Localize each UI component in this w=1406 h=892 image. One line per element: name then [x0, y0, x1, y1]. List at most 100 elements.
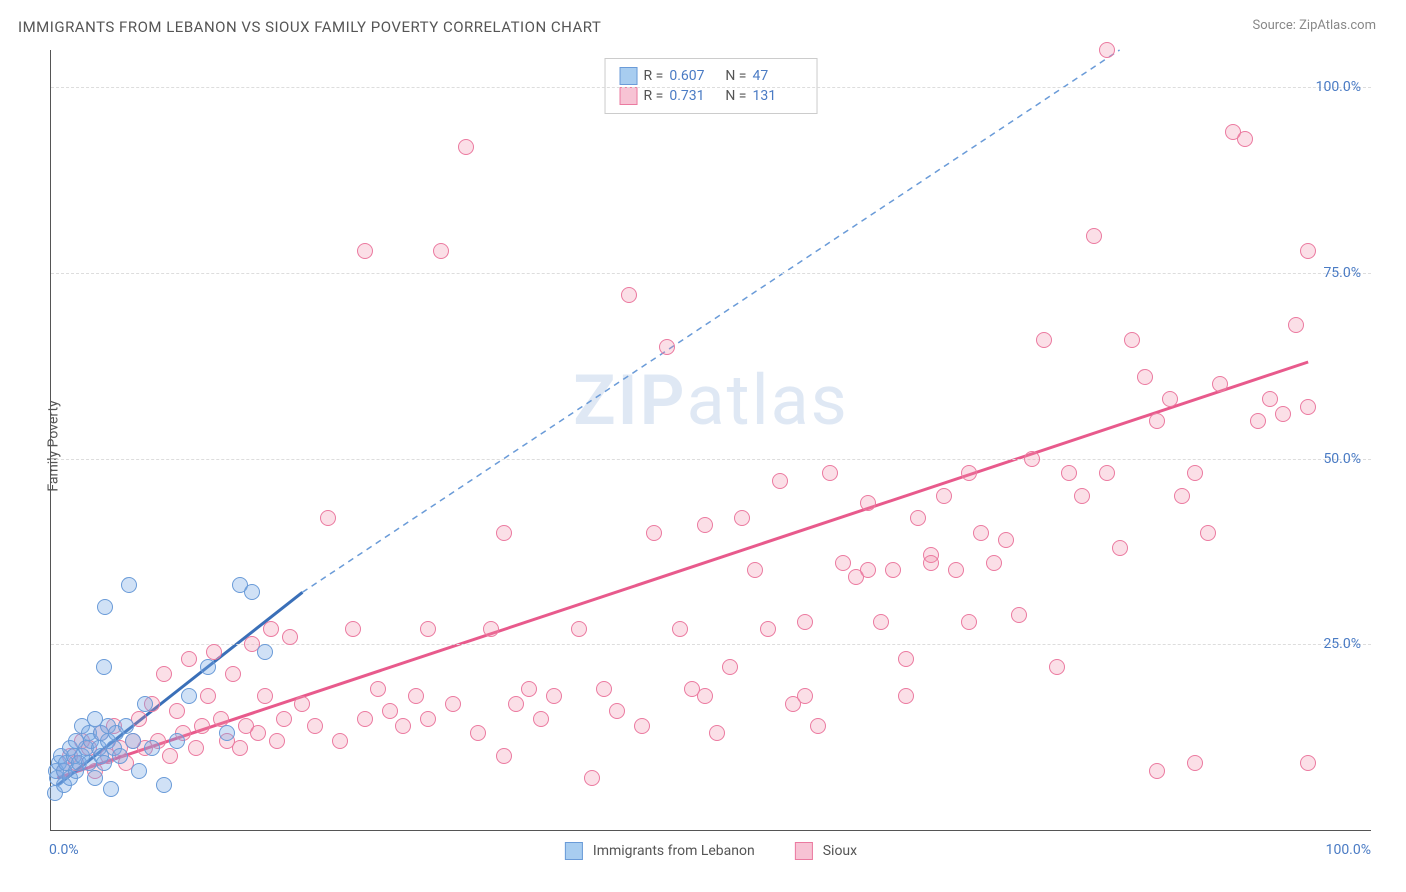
data-point: [1288, 317, 1304, 333]
data-point: [244, 584, 260, 600]
data-point: [162, 748, 178, 764]
data-point: [188, 740, 204, 756]
swatch-blue-bottom: [565, 842, 583, 860]
data-point: [797, 614, 813, 630]
data-point: [1300, 755, 1316, 771]
data-point: [420, 711, 436, 727]
data-point: [1187, 465, 1203, 481]
data-point: [96, 755, 112, 771]
data-point: [408, 688, 424, 704]
gridline: [51, 87, 1371, 88]
data-point: [219, 725, 235, 741]
data-point: [885, 562, 901, 578]
data-point: [470, 725, 486, 741]
data-point: [1137, 369, 1153, 385]
data-point: [433, 243, 449, 259]
data-point: [722, 659, 738, 675]
data-point: [395, 718, 411, 734]
data-point: [294, 696, 310, 712]
data-point: [1149, 763, 1165, 779]
plot-area: ZIPatlas R = 0.607 N = 47 R = 0.731 N = …: [50, 50, 1371, 831]
data-point: [1300, 399, 1316, 415]
data-point: [646, 525, 662, 541]
data-point: [533, 711, 549, 727]
data-point: [1036, 332, 1052, 348]
data-point: [772, 473, 788, 489]
xtick-right: 100.0%: [1326, 842, 1371, 858]
data-point: [131, 763, 147, 779]
data-point: [320, 510, 336, 526]
data-point: [1275, 406, 1291, 422]
data-point: [1162, 391, 1178, 407]
data-point: [169, 733, 185, 749]
data-point: [609, 703, 625, 719]
data-point: [973, 525, 989, 541]
data-point: [571, 621, 587, 637]
data-point: [961, 465, 977, 481]
ytick-label: 50.0%: [1323, 451, 1361, 467]
data-point: [1200, 525, 1216, 541]
ytick-label: 75.0%: [1323, 265, 1361, 281]
data-point: [483, 621, 499, 637]
data-point: [496, 525, 512, 541]
data-point: [521, 681, 537, 697]
data-point: [1011, 607, 1027, 623]
trend-lines: [51, 50, 1371, 830]
data-point: [118, 718, 134, 734]
data-point: [345, 621, 361, 637]
data-point: [200, 688, 216, 704]
data-point: [747, 562, 763, 578]
data-point: [232, 740, 248, 756]
data-point: [357, 243, 373, 259]
chart-title: IMMIGRANTS FROM LEBANON VS SIOUX FAMILY …: [18, 18, 601, 36]
data-point: [181, 651, 197, 667]
data-point: [213, 711, 229, 727]
xtick-left: 0.0%: [49, 842, 79, 858]
data-point: [276, 711, 292, 727]
data-point: [87, 770, 103, 786]
data-point: [282, 629, 298, 645]
data-point: [250, 725, 266, 741]
data-point: [496, 748, 512, 764]
data-point: [986, 555, 1002, 571]
ytick-label: 25.0%: [1323, 636, 1361, 652]
data-point: [1061, 465, 1077, 481]
data-point: [169, 703, 185, 719]
data-point: [860, 562, 876, 578]
data-point: [1099, 465, 1115, 481]
data-point: [1237, 131, 1253, 147]
data-point: [797, 688, 813, 704]
data-point: [1112, 540, 1128, 556]
legend-label-1: Immigrants from Lebanon: [593, 843, 755, 859]
data-point: [1300, 243, 1316, 259]
data-point: [257, 688, 273, 704]
data-point: [659, 339, 675, 355]
data-point: [307, 718, 323, 734]
data-point: [1086, 228, 1102, 244]
data-point: [269, 733, 285, 749]
data-point: [709, 725, 725, 741]
gridline: [51, 459, 1371, 460]
gridline: [51, 273, 1371, 274]
data-point: [697, 517, 713, 533]
data-point: [137, 696, 153, 712]
data-point: [263, 621, 279, 637]
data-point: [144, 740, 160, 756]
data-point: [112, 748, 128, 764]
data-point: [508, 696, 524, 712]
data-point: [257, 644, 273, 660]
ytick-label: 100.0%: [1316, 79, 1361, 95]
data-point: [961, 614, 977, 630]
data-point: [822, 465, 838, 481]
data-point: [420, 621, 436, 637]
data-point: [370, 681, 386, 697]
data-point: [156, 777, 172, 793]
data-point: [1187, 755, 1203, 771]
data-point: [1212, 376, 1228, 392]
data-point: [621, 287, 637, 303]
data-point: [998, 532, 1014, 548]
data-point: [734, 510, 750, 526]
data-point: [1099, 42, 1115, 58]
data-point: [200, 659, 216, 675]
data-point: [760, 621, 776, 637]
